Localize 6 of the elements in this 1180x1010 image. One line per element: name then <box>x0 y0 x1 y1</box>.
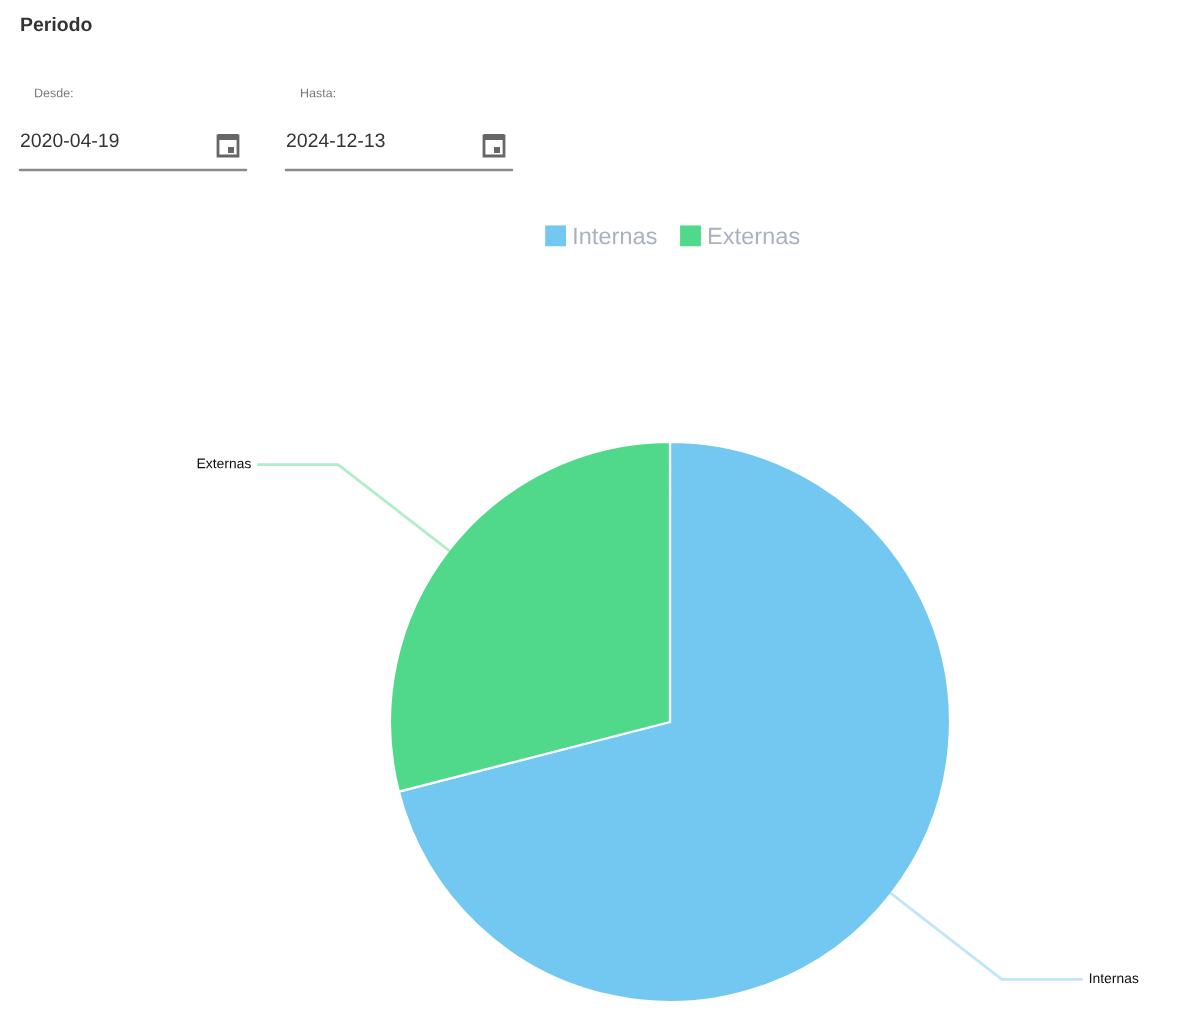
legend-label: Externas <box>708 227 800 245</box>
text: 2024-12-13 <box>286 133 385 148</box>
legend-label: Internas <box>574 227 657 245</box>
pie-slice <box>397 440 952 1004</box>
text: 2020-04-19 <box>20 133 119 148</box>
text: Periodo <box>21 16 92 32</box>
